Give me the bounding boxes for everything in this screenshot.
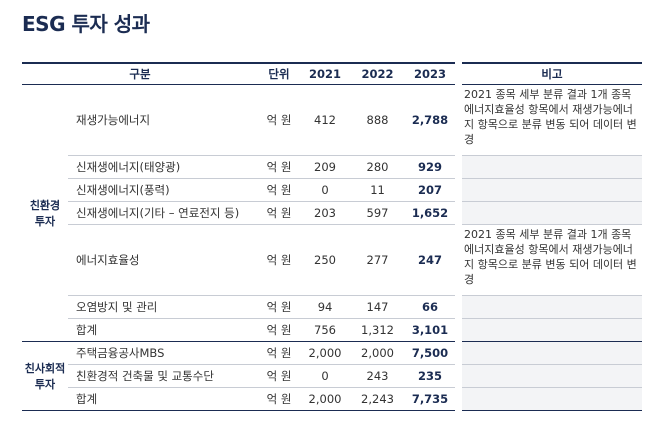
table-row: 신재생에너지(태양광) 억 원 209 280 929 [22, 155, 643, 179]
unit: 억 원 [258, 178, 301, 202]
gap [455, 84, 463, 156]
note [462, 155, 643, 179]
col-header: 구분 [22, 62, 259, 85]
value: 1,312 [350, 318, 406, 342]
item: 합계 [68, 318, 259, 342]
value: 243 [350, 364, 406, 388]
table-row: 오염방지 및 관리 억 원 94 147 66 [22, 295, 643, 319]
title: ESG 투자 성과 [22, 12, 150, 36]
value: 203 [300, 201, 351, 225]
note [462, 178, 643, 202]
unit: 억 원 [258, 84, 301, 156]
table-body: 친환경 투자 재생가능에너지 억 원 412 888 2,788 2021 종목 세부 분류… [22, 84, 643, 411]
note: 2021 종목 세부 분류 결과 1개 종목 에너지효율성 항목에서 재생가능에… [462, 224, 643, 296]
table-row: 친환경적 건축물 및 교통수단 억 원 0 243 235 [22, 364, 643, 388]
value: 0 [300, 178, 351, 202]
value: 235 [405, 364, 456, 388]
unit: 억 원 [258, 295, 301, 319]
col-header: 단위 [258, 62, 301, 85]
header-row: 구분 단위 2021 2022 2023 비고 [22, 62, 643, 85]
item: 신재생에너지(풍력) [68, 178, 259, 202]
value: 2,000 [350, 341, 406, 365]
value: 0 [300, 364, 351, 388]
value: 94 [300, 295, 351, 319]
item: 에너지효율성 [68, 224, 259, 296]
unit: 억 원 [258, 341, 301, 365]
value: 2,788 [405, 84, 456, 156]
value: 277 [350, 224, 406, 296]
value: 209 [300, 155, 351, 179]
note [462, 364, 643, 388]
value: 147 [350, 295, 406, 319]
col-header: 2023 [405, 62, 456, 85]
item: 합계 [68, 387, 259, 411]
value: 280 [350, 155, 406, 179]
gap [455, 155, 463, 179]
value: 3,101 [405, 318, 456, 342]
gap [455, 201, 463, 225]
value: 1,652 [405, 201, 456, 225]
note [462, 341, 643, 365]
value: 929 [405, 155, 456, 179]
gap [455, 295, 463, 319]
item: 오염방지 및 관리 [68, 295, 259, 319]
item: 주택금융공사MBS [68, 341, 259, 365]
note: 2021 종목 세부 분류 결과 1개 종목 에너지효율성 항목에서 재생가능에… [462, 84, 643, 156]
group-label: 친사회적 투자 [22, 341, 68, 411]
value: 2,000 [300, 341, 351, 365]
table-row: 합계 억 원 756 1,312 3,101 [22, 318, 643, 342]
table-row: 에너지효율성 억 원 250 277 247 2021 종목 세부 분류 결과 1개 종목… [22, 224, 643, 296]
gap [455, 387, 463, 411]
item: 신재생에너지(태양광) [68, 155, 259, 179]
unit: 억 원 [258, 387, 301, 411]
value: 2,000 [300, 387, 351, 411]
table-row: 친환경 투자 재생가능에너지 억 원 412 888 2,788 2021 종목 세부 분류… [22, 84, 643, 342]
col-header: 2022 [350, 62, 406, 85]
gap [455, 364, 463, 388]
value: 597 [350, 201, 406, 225]
table-row: 친사회적 투자 주택금융공사MBS 억 원 2,000 2,000 7,500 [22, 341, 643, 411]
note [462, 318, 643, 342]
value: 888 [350, 84, 406, 156]
value: 7,500 [405, 341, 456, 365]
value: 756 [300, 318, 351, 342]
table-row: 합계 억 원 2,000 2,243 7,735 [22, 387, 643, 411]
gap [455, 318, 463, 342]
value: 250 [300, 224, 351, 296]
value: 66 [405, 295, 456, 319]
value: 2,243 [350, 387, 406, 411]
gap [455, 224, 463, 296]
table-row: 신재생에너지(기타 – 연료전지 등) 억 원 203 597 1,652 [22, 201, 643, 225]
gap [455, 178, 463, 202]
table-row: 신재생에너지(풍력) 억 원 0 11 207 [22, 178, 643, 202]
note [462, 295, 643, 319]
value: 207 [405, 178, 456, 202]
item: 친환경적 건축물 및 교통수단 [68, 364, 259, 388]
unit: 억 원 [258, 318, 301, 342]
group-label: 친환경 투자 [22, 84, 68, 342]
unit: 억 원 [258, 224, 301, 296]
note [462, 387, 643, 411]
value: 7,735 [405, 387, 456, 411]
note [462, 201, 643, 225]
item: 재생가능에너지 [68, 84, 259, 156]
value: 247 [405, 224, 456, 296]
value: 412 [300, 84, 351, 156]
value: 11 [350, 178, 406, 202]
unit: 억 원 [258, 201, 301, 225]
gap [455, 63, 463, 85]
unit: 억 원 [258, 155, 301, 179]
gap [455, 341, 463, 365]
esg-table: 구분 단위 2021 2022 2023 비고 친환경 투자 재생가능에너지 억 원… [22, 62, 643, 411]
col-header: 비고 [462, 62, 643, 85]
col-header: 2021 [300, 62, 351, 85]
unit: 억 원 [258, 364, 301, 388]
item: 신재생에너지(기타 – 연료전지 등) [68, 201, 259, 225]
